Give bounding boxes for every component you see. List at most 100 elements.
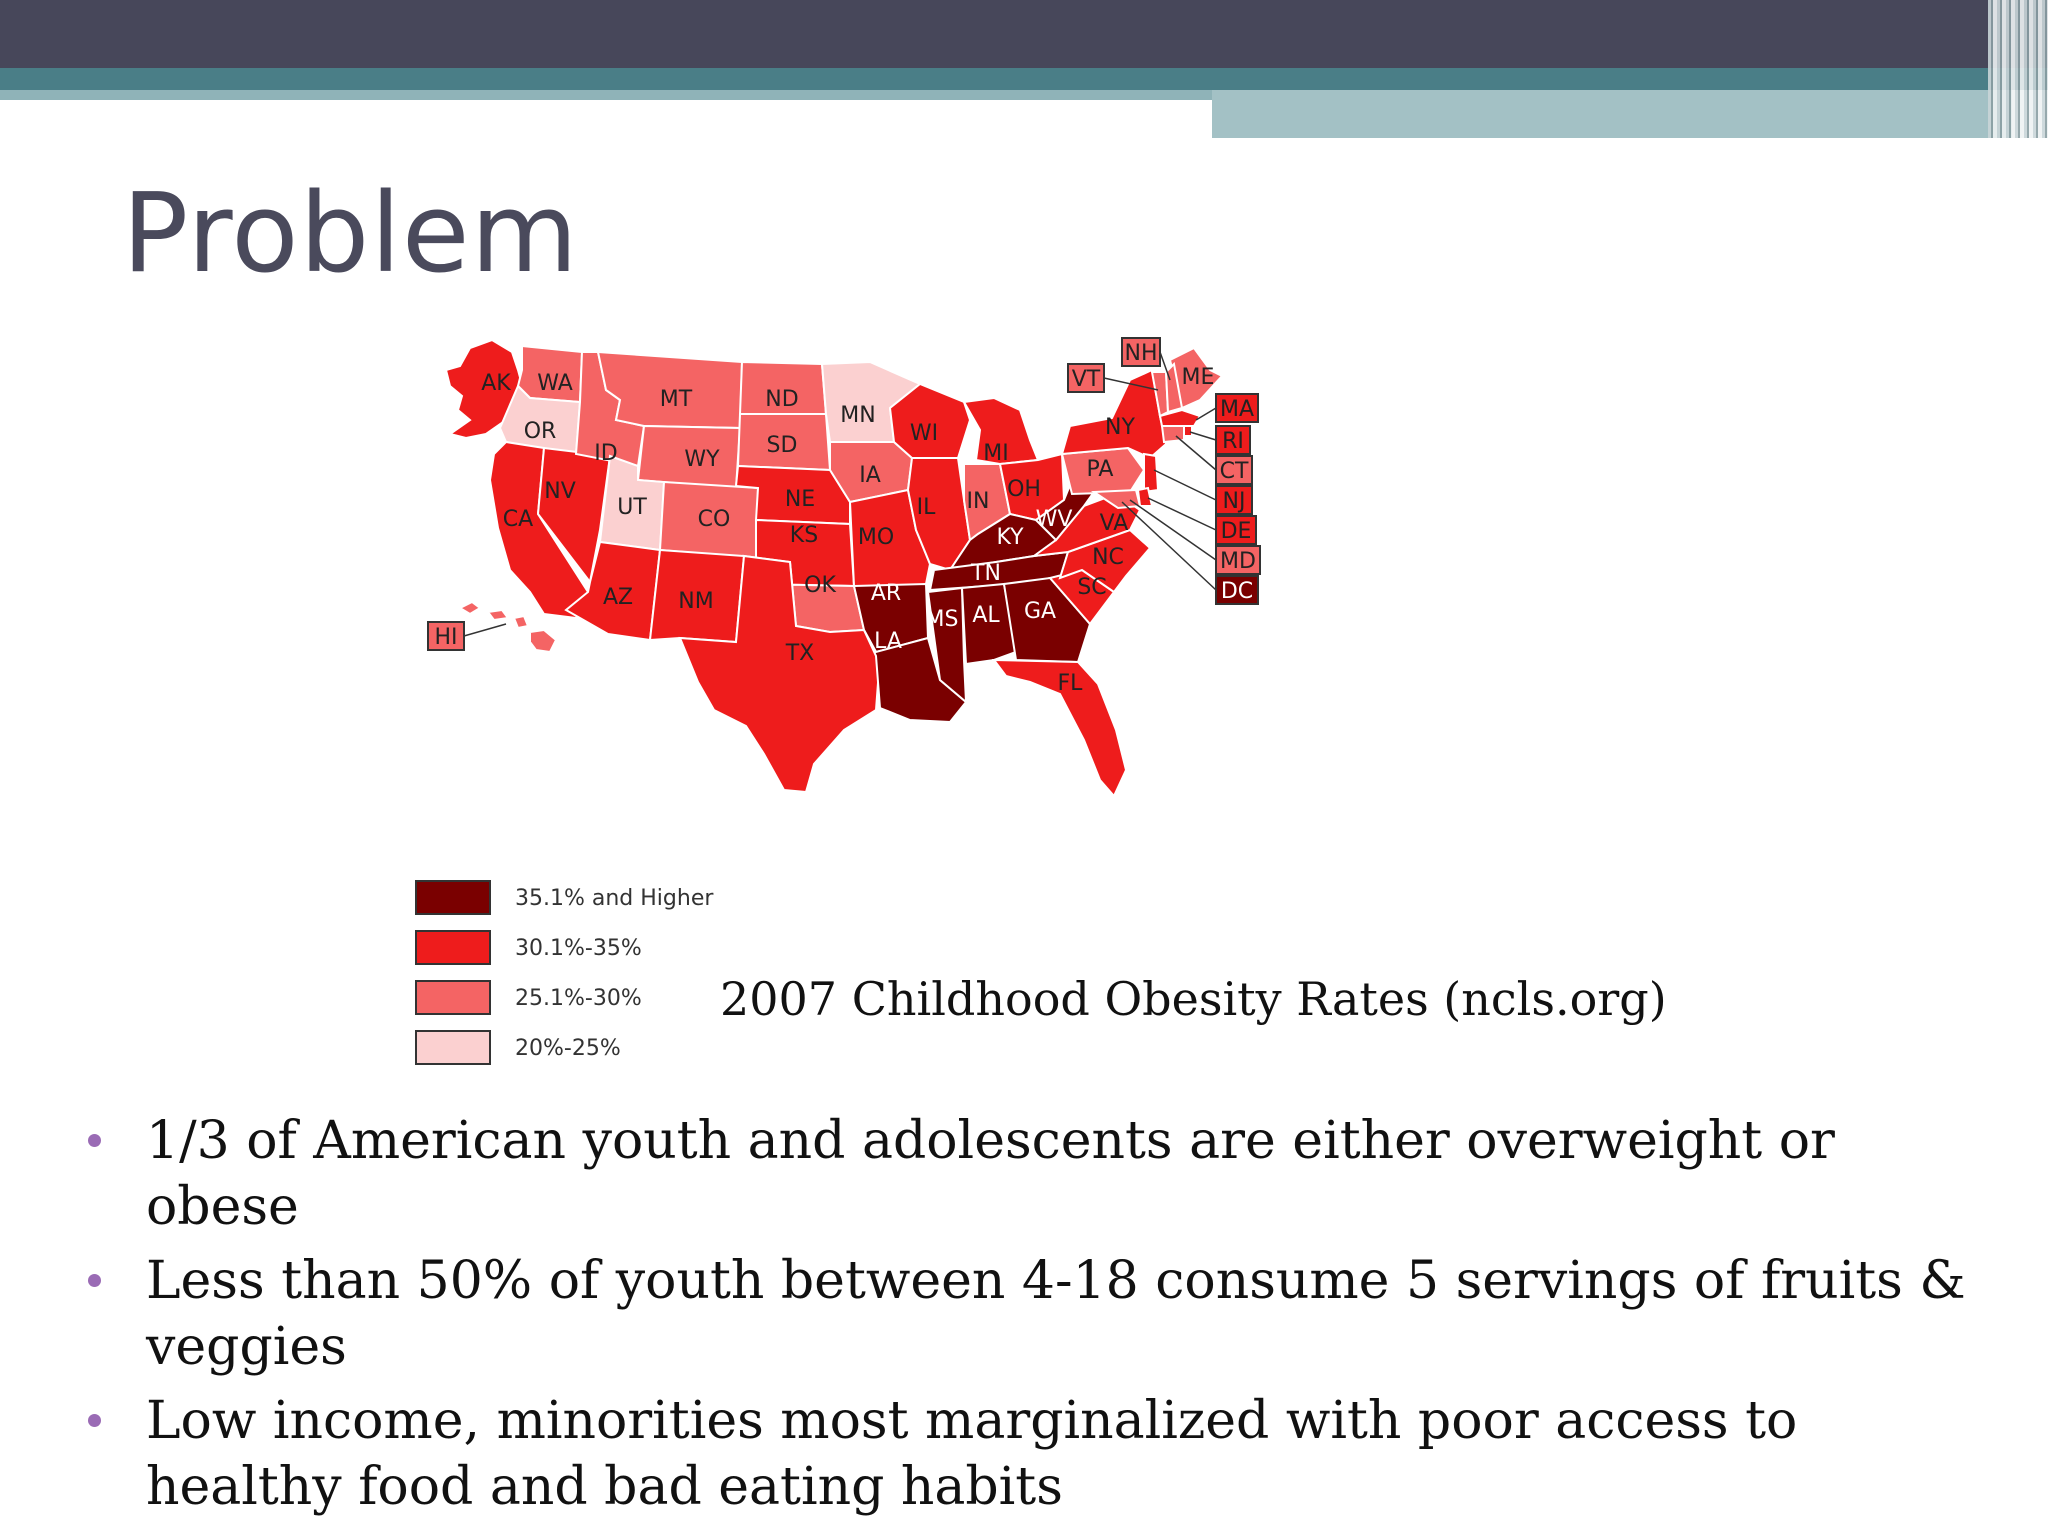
state-label-ia: IA bbox=[859, 463, 881, 488]
state-label-nh: NH bbox=[1125, 341, 1158, 366]
state-box-nh bbox=[1121, 337, 1161, 367]
bullet-dot-icon bbox=[88, 1134, 101, 1147]
state-label-sd: SD bbox=[767, 433, 798, 458]
bullet-text: Less than 50% of youth between 4-18 cons… bbox=[146, 1251, 1966, 1377]
state-box-ct bbox=[1215, 455, 1253, 485]
state-label-hi: HI bbox=[434, 625, 457, 650]
state-label-ok: OK bbox=[804, 573, 836, 598]
legend-label: 25.1%-30% bbox=[515, 986, 642, 1011]
state-box-ma bbox=[1215, 393, 1259, 423]
state-label-ks: KS bbox=[790, 523, 818, 548]
state-nh bbox=[1164, 361, 1184, 414]
state-label-ct: CT bbox=[1220, 459, 1249, 484]
state-label-pa: PA bbox=[1087, 457, 1114, 482]
state-label-in: IN bbox=[967, 489, 990, 514]
leader-line-dc bbox=[1121, 501, 1217, 591]
header-edge-stripes bbox=[1988, 0, 2048, 138]
header-band-teal-light bbox=[0, 90, 1212, 100]
legend-item: 20%-25% bbox=[415, 1030, 715, 1070]
legend-swatch bbox=[415, 880, 491, 915]
leader-line-vt bbox=[1103, 377, 1159, 391]
state-box-ri bbox=[1215, 425, 1251, 455]
state-label-tn: TN bbox=[970, 561, 1001, 586]
state-label-md: MD bbox=[1220, 549, 1256, 574]
legend-item: 30.1%-35% bbox=[415, 930, 715, 970]
state-label-nd: ND bbox=[765, 387, 798, 412]
state-label-mn: MN bbox=[840, 403, 875, 428]
state-label-oh: OH bbox=[1007, 477, 1041, 502]
leader-line-nj bbox=[1153, 469, 1217, 501]
state-label-ut: UT bbox=[617, 495, 647, 520]
bullet-dot-icon bbox=[88, 1274, 101, 1287]
state-label-tx: TX bbox=[785, 641, 815, 666]
state-label-nc: NC bbox=[1092, 545, 1124, 570]
state-label-ne: NE bbox=[785, 487, 815, 512]
state-label-nm: NM bbox=[678, 589, 713, 614]
state-box-dc bbox=[1215, 575, 1259, 605]
state-tx bbox=[678, 554, 882, 794]
legend-label: 20%-25% bbox=[515, 1036, 621, 1061]
state-hi bbox=[457, 600, 558, 654]
state-label-ky: KY bbox=[996, 525, 1024, 550]
leader-line-ct bbox=[1175, 435, 1217, 471]
state-label-ar: AR bbox=[871, 581, 901, 606]
bullet-dot-icon bbox=[88, 1414, 101, 1427]
state-label-or: OR bbox=[524, 419, 557, 444]
leader-line-md bbox=[1129, 499, 1217, 561]
state-label-ms: MS bbox=[926, 607, 959, 632]
leader-line-de bbox=[1147, 497, 1217, 531]
legend-label: 35.1% and Higher bbox=[515, 886, 714, 911]
bullet-text: 1/3 of American youth and adolescents ar… bbox=[146, 1111, 1835, 1237]
state-label-ak: AK bbox=[481, 371, 511, 396]
state-ms bbox=[926, 586, 968, 705]
state-label-az: AZ bbox=[603, 585, 633, 610]
state-fl bbox=[991, 658, 1128, 798]
state-label-me: ME bbox=[1182, 365, 1215, 390]
legend-label: 30.1%-35% bbox=[515, 936, 642, 961]
state-wi bbox=[888, 382, 972, 459]
state-box-hi bbox=[427, 621, 465, 651]
leader-line-nh bbox=[1159, 351, 1171, 381]
leader-line-ri bbox=[1189, 431, 1217, 441]
leader-line-hi bbox=[463, 623, 507, 637]
state-label-ri: RI bbox=[1222, 429, 1244, 454]
state-label-mo: MO bbox=[858, 525, 894, 550]
state-label-wy: WY bbox=[684, 447, 720, 472]
state-label-wv: WV bbox=[1036, 507, 1073, 532]
state-label-al: AL bbox=[972, 603, 1000, 628]
state-label-de: DE bbox=[1221, 519, 1252, 544]
state-md bbox=[1090, 488, 1142, 510]
state-label-co: CO bbox=[698, 507, 731, 532]
state-la bbox=[863, 629, 968, 724]
state-label-ny: NY bbox=[1105, 415, 1135, 440]
state-label-id: ID bbox=[594, 441, 617, 466]
state-label-ga: GA bbox=[1024, 599, 1056, 624]
legend-swatch bbox=[415, 980, 491, 1015]
bullet-text: Low income, minorities most marginalized… bbox=[146, 1391, 1798, 1517]
bullet-item: Low income, minorities most marginalized… bbox=[88, 1388, 1988, 1520]
state-label-nj: NJ bbox=[1223, 489, 1246, 514]
state-label-mt: MT bbox=[660, 387, 693, 412]
bullet-item: 1/3 of American youth and adolescents ar… bbox=[88, 1108, 1988, 1240]
state-label-ca: CA bbox=[503, 507, 533, 532]
state-label-wa: WA bbox=[537, 371, 573, 396]
state-label-fl: FL bbox=[1058, 671, 1084, 696]
state-box-vt bbox=[1067, 363, 1105, 393]
state-label-va: VA bbox=[1100, 511, 1129, 536]
state-ri bbox=[1183, 425, 1193, 437]
state-ga bbox=[1002, 576, 1092, 664]
state-al bbox=[960, 582, 1018, 666]
state-nj bbox=[1143, 452, 1160, 494]
state-label-nv: NV bbox=[544, 479, 576, 504]
state-label-sc: SC bbox=[1077, 575, 1106, 600]
slide-title: Problem bbox=[122, 169, 579, 297]
header-band-dark bbox=[0, 0, 2048, 68]
bullet-item: Less than 50% of youth between 4-18 cons… bbox=[88, 1248, 1988, 1380]
state-label-ma: MA bbox=[1220, 397, 1254, 422]
state-label-vt: VT bbox=[1072, 367, 1101, 392]
legend-swatch bbox=[415, 930, 491, 965]
state-label-wi: WI bbox=[910, 421, 938, 446]
leader-line-ma bbox=[1195, 407, 1217, 421]
state-label-il: IL bbox=[917, 495, 936, 520]
legend-item: 25.1%-30% bbox=[415, 980, 715, 1020]
